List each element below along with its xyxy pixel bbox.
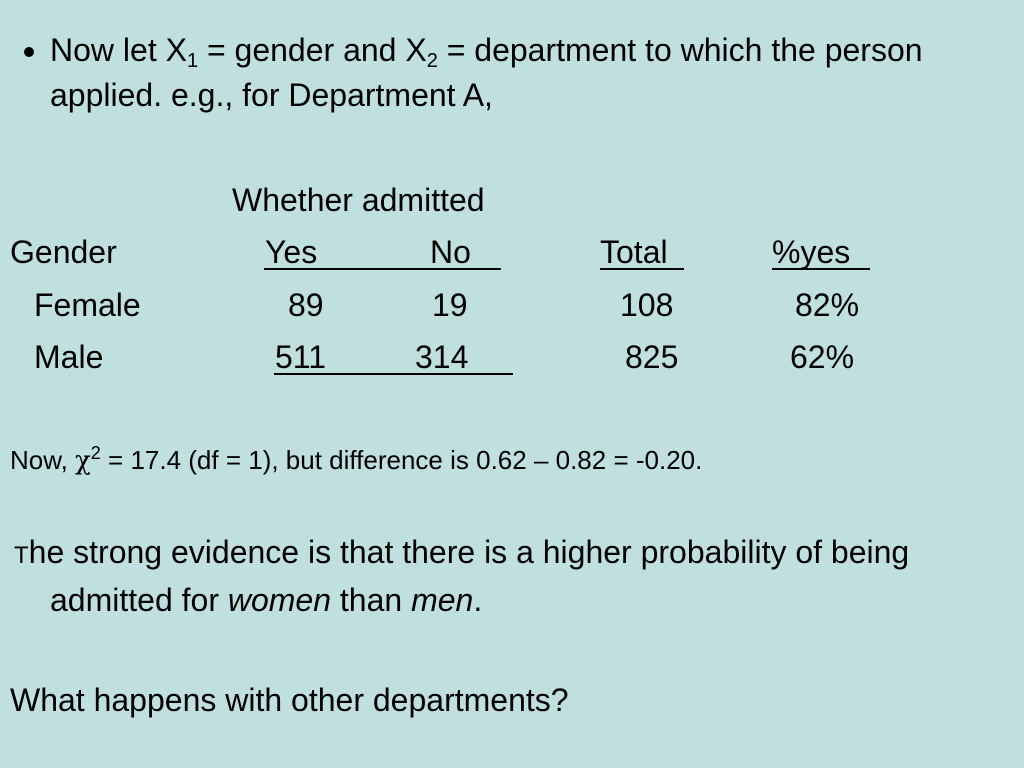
emphasis: men [411,582,474,618]
text: . [473,582,483,618]
text: = department to which the person applied… [50,32,923,113]
cell: 511 [275,339,327,375]
column-header: Total [600,234,668,270]
column-header: %yes [772,234,851,270]
cell: 19 [432,287,468,323]
cell: 62% [790,339,855,375]
column-header: Gender [10,234,117,270]
cell: 108 [620,287,674,323]
underline [264,268,501,270]
underline [274,373,513,375]
cell: Female [34,287,141,323]
symbol: χ [75,446,91,476]
emphasis: women [227,582,332,618]
text: Now let X [50,32,187,68]
text: he strong evidence is that there is a hi… [28,534,910,618]
superscript: 2 [90,443,101,463]
stat-line: Now, χ2 = 17.4 (df = 1), but difference … [10,442,702,479]
question: What happens with other departments? [10,682,569,718]
bullet-list: Now let X1 = gender and X2 = department … [0,28,1010,118]
text: than [331,582,412,618]
bullet-item: Now let X1 = gender and X2 = department … [50,28,1010,118]
underline [772,268,870,270]
subscript: 2 [426,50,438,72]
text: = gender and X [198,32,427,68]
conclusion: The strong evidence is that there is a h… [14,530,1004,623]
subscript: 1 [186,50,199,72]
text: T [14,542,29,569]
cell: Male [34,339,104,375]
cell: 89 [288,287,324,323]
table-header: Whether admitted [232,182,485,218]
text: Now, [10,445,76,475]
cell: 825 [625,339,679,375]
cell: 314 [415,339,469,375]
column-header: Yes [265,234,318,270]
text: = 17.4 (df = 1), but difference is 0.62 … [100,445,703,475]
cell: 82% [795,287,860,323]
underline [600,268,684,270]
column-header: No [430,234,471,270]
